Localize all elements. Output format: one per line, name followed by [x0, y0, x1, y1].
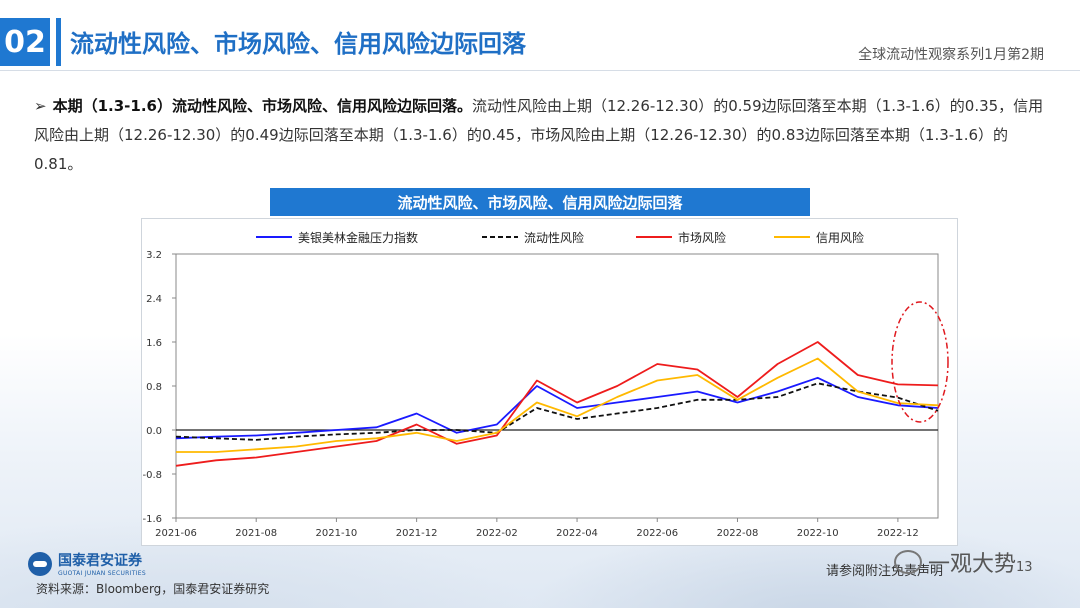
- company-logo: 国泰君安证券 GUOTAI JUNAN SECURITIES: [28, 550, 146, 577]
- x-tick-label: 2022-02: [476, 528, 518, 539]
- chart-title: 流动性风险、市场风险、信用风险边际回落: [270, 188, 810, 216]
- series-line-2: [175, 341, 939, 467]
- y-tick-label: 1.6: [146, 338, 162, 349]
- legend-label-0: 美银美林金融压力指数: [298, 230, 418, 245]
- x-tick-label: 2022-10: [797, 528, 839, 539]
- summary-paragraph: ➢ 本期（1.3-1.6）流动性风险、市场风险、信用风险边际回落。流动性风险由上期…: [34, 92, 1044, 179]
- x-tick-label: 2021-06: [155, 528, 197, 539]
- wechat-icon: [894, 550, 922, 574]
- chart-container: [141, 218, 958, 546]
- x-tick-label: 2022-08: [717, 528, 759, 539]
- page-number: 13: [1016, 560, 1033, 575]
- summary-lead: 本期（1.3-1.6）流动性风险、市场风险、信用风险边际回落。: [52, 97, 472, 115]
- legend-label-3: 信用风险: [816, 230, 864, 245]
- plot-frame: [175, 253, 939, 519]
- logo-name-en: GUOTAI JUNAN SECURITIES: [58, 570, 146, 577]
- section-accent-bar: [56, 18, 61, 66]
- y-tick-label: 2.4: [146, 294, 162, 305]
- y-tick-label: 3.2: [146, 250, 162, 261]
- logo-name-cn: 国泰君安证券: [58, 553, 142, 569]
- x-tick-label: 2021-12: [396, 528, 438, 539]
- watermark-text: 一观大势: [928, 552, 1017, 577]
- x-tick-label: 2021-10: [316, 528, 358, 539]
- x-tick-label: 2021-08: [235, 528, 277, 539]
- y-tick-label: 0.0: [146, 426, 162, 437]
- bullet-icon: ➢: [34, 97, 47, 115]
- section-number: 02: [0, 18, 50, 66]
- highlight-circle: [891, 301, 949, 423]
- y-tick-label: 0.8: [146, 382, 162, 393]
- x-tick-label: 2022-04: [556, 528, 598, 539]
- series-line-3: [176, 357, 939, 453]
- y-tick-label: -1.6: [142, 514, 162, 525]
- x-tick-label: 2022-06: [636, 528, 678, 539]
- logo-icon: [28, 551, 52, 576]
- watermark: 一观大势: [894, 546, 1016, 578]
- page-title: 流动性风险、市场风险、信用风险边际回落: [70, 30, 526, 58]
- report-series: 全球流动性观察系列1月第2期: [858, 47, 1044, 63]
- x-tick-label: 2022-12: [877, 528, 919, 539]
- summary-body: 流动性风险由上期（12.26-12.30）的0.59边际回落至本期（1.3-1.…: [34, 97, 1044, 173]
- header-divider: [0, 70, 1080, 71]
- y-tick-label: -0.8: [142, 470, 162, 481]
- legend-label-2: 市场风险: [678, 230, 726, 245]
- series-line-0: [175, 376, 939, 440]
- legend-label-1: 流动性风险: [524, 230, 584, 245]
- data-source: 资料来源：Bloomberg，国泰君安证券研究: [36, 582, 270, 596]
